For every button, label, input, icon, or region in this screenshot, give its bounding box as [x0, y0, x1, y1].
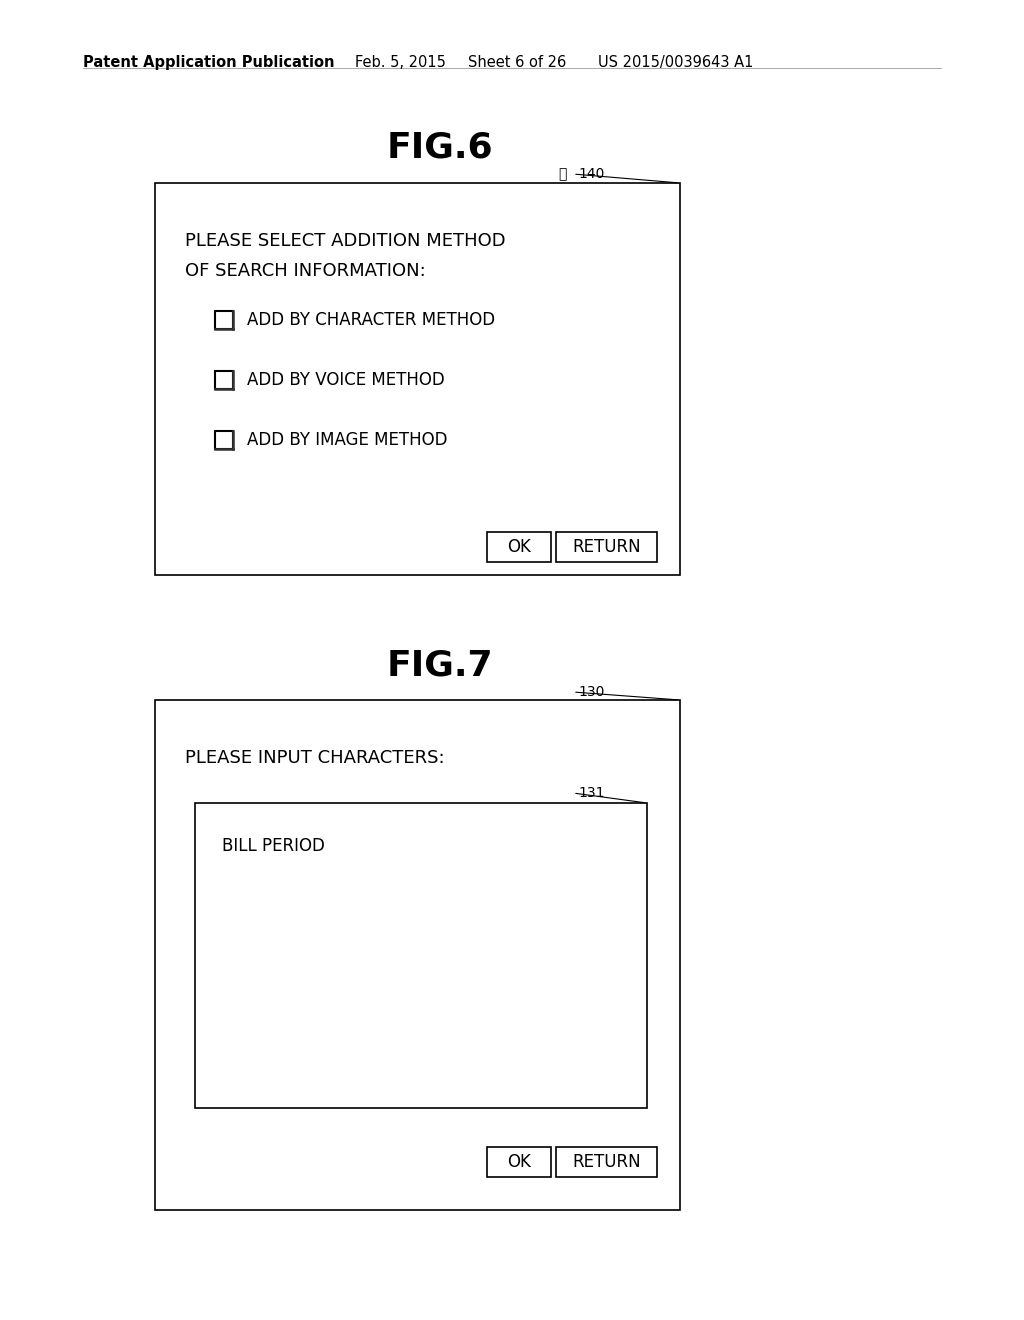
Text: 130: 130 [578, 685, 604, 700]
Bar [215, 432, 233, 449]
Text: Feb. 5, 2015: Feb. 5, 2015 [355, 55, 445, 70]
Bar [215, 371, 233, 389]
Text: ADD BY VOICE METHOD: ADD BY VOICE METHOD [247, 371, 444, 389]
Text: RETURN: RETURN [572, 1152, 641, 1171]
Bar [155, 183, 680, 576]
Text: ADD BY IMAGE METHOD: ADD BY IMAGE METHOD [247, 432, 447, 449]
Bar [155, 700, 680, 1210]
Text: FIG.6: FIG.6 [387, 129, 494, 164]
Bar [556, 1147, 657, 1177]
Bar [487, 532, 551, 562]
Text: OF SEARCH INFORMATION:: OF SEARCH INFORMATION: [185, 261, 426, 280]
Text: Patent Application Publication: Patent Application Publication [83, 55, 335, 70]
Text: RETURN: RETURN [572, 539, 641, 556]
Text: OK: OK [507, 1152, 530, 1171]
Text: PLEASE SELECT ADDITION METHOD: PLEASE SELECT ADDITION METHOD [185, 232, 506, 249]
Text: US 2015/0039643 A1: US 2015/0039643 A1 [598, 55, 754, 70]
Text: Sheet 6 of 26: Sheet 6 of 26 [468, 55, 566, 70]
Text: 140: 140 [578, 168, 604, 181]
Text: OK: OK [507, 539, 530, 556]
Text: FIG.7: FIG.7 [387, 648, 494, 682]
Bar [556, 532, 657, 562]
Bar [487, 1147, 551, 1177]
Text: PLEASE INPUT CHARACTERS:: PLEASE INPUT CHARACTERS: [185, 748, 444, 767]
Bar [215, 312, 233, 329]
Text: ADD BY CHARACTER METHOD: ADD BY CHARACTER METHOD [247, 312, 496, 329]
Bar [195, 803, 647, 1107]
Text: BILL PERIOD: BILL PERIOD [222, 837, 325, 855]
Text: ⸏: ⸏ [559, 168, 567, 181]
Text: 131: 131 [578, 785, 604, 800]
